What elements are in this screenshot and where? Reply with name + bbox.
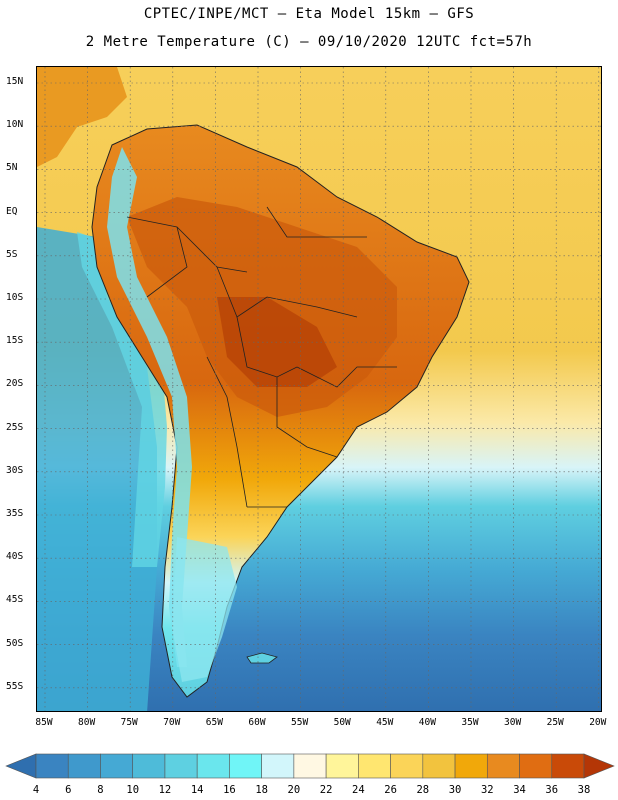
country-borders — [126, 206, 397, 508]
lat-label: 5S — [6, 248, 18, 260]
colorbar-box — [358, 753, 391, 779]
colorbar-label: 28 — [416, 784, 430, 796]
colorbar-box — [519, 753, 553, 779]
colorbar-box — [35, 753, 69, 779]
colorbar-label: 18 — [255, 784, 268, 796]
lon-label: 65W — [205, 717, 223, 728]
colorbar-label: 8 — [97, 784, 104, 796]
colorbar-label: 12 — [158, 784, 172, 796]
colorbar-label: 34 — [513, 784, 526, 796]
lon-label: 35W — [461, 717, 479, 728]
lon-label: 85W — [35, 717, 53, 728]
colorbar-box — [551, 753, 585, 779]
colorbar-arrow-left — [5, 753, 37, 779]
lon-label: 55W — [291, 717, 309, 728]
colorbar-box — [229, 753, 262, 779]
colorbar-box — [164, 753, 198, 779]
lat-label: 25S — [6, 421, 24, 433]
lat-label: EQ — [6, 205, 18, 217]
colorbar-label: 14 — [190, 784, 204, 796]
colorbar-label: 4 — [32, 784, 40, 796]
lat-label: 15S — [6, 335, 24, 347]
lon-label: 45W — [376, 717, 394, 728]
colorbar-label: 36 — [545, 784, 559, 796]
colorbar-label: 16 — [223, 784, 236, 796]
lat-label: 20S — [6, 378, 24, 390]
lat-label: 5N — [6, 162, 18, 174]
lon-label: 50W — [333, 717, 351, 728]
patagonia-cool — [172, 537, 237, 682]
colorbar-label: 30 — [448, 784, 462, 796]
lon-label: 70W — [163, 717, 181, 728]
lat-label: 45S — [6, 594, 24, 606]
colorbar — [5, 753, 615, 779]
central-america — [37, 67, 127, 167]
colorbar-label: 22 — [319, 784, 333, 796]
colorbar-arrow-right — [583, 753, 615, 779]
lat-label: 40S — [6, 551, 24, 563]
colorbar-box — [132, 753, 166, 779]
lon-label: 40W — [418, 717, 436, 728]
colorbar-box — [325, 753, 359, 779]
andes-cool-spine — [107, 147, 192, 667]
lat-label: 10S — [6, 292, 24, 303]
lon-label: 30W — [504, 717, 522, 728]
colorbar-box — [454, 753, 488, 779]
lon-label: 75W — [120, 717, 138, 728]
lon-label: 80W — [78, 717, 96, 728]
colorbar-box — [196, 753, 230, 779]
chart-subtitle: 2 Metre Temperature (C) – 09/10/2020 12U… — [85, 34, 533, 50]
colorbar-box — [422, 753, 456, 779]
lat-label: 15N — [6, 76, 24, 87]
lat-label: 35S — [6, 508, 24, 519]
colorbar-box — [261, 753, 295, 779]
colorbar-box — [100, 753, 134, 779]
lon-label: 60W — [248, 717, 266, 728]
lat-label: 30S — [6, 464, 24, 476]
lon-label: 20W — [589, 717, 607, 728]
map-frame — [36, 66, 602, 712]
colorbar-label: 6 — [65, 784, 72, 796]
colorbar-label: 24 — [352, 784, 365, 796]
colorbar-box — [293, 753, 327, 779]
falkland-islands — [246, 652, 278, 664]
colorbar-label: 32 — [480, 784, 494, 796]
colorbar-box — [67, 753, 101, 779]
colorbar-label: 20 — [287, 784, 301, 796]
colorbar-label: 26 — [384, 784, 397, 796]
colorbar-label: 10 — [126, 784, 140, 796]
temperature-map — [37, 67, 601, 711]
lon-label: 25W — [546, 717, 564, 728]
colorbar-label: 38 — [577, 784, 591, 796]
lat-label: 50S — [6, 637, 24, 649]
chart-title: CPTEC/INPE/MCT – Eta Model 15km – GFS — [143, 6, 475, 22]
colorbar-box — [486, 753, 520, 779]
pacific-coastal-upwelling — [77, 232, 167, 567]
lat-label: 10N — [6, 119, 24, 131]
lat-label: 55S — [6, 680, 24, 692]
colorbar-box — [390, 753, 424, 779]
